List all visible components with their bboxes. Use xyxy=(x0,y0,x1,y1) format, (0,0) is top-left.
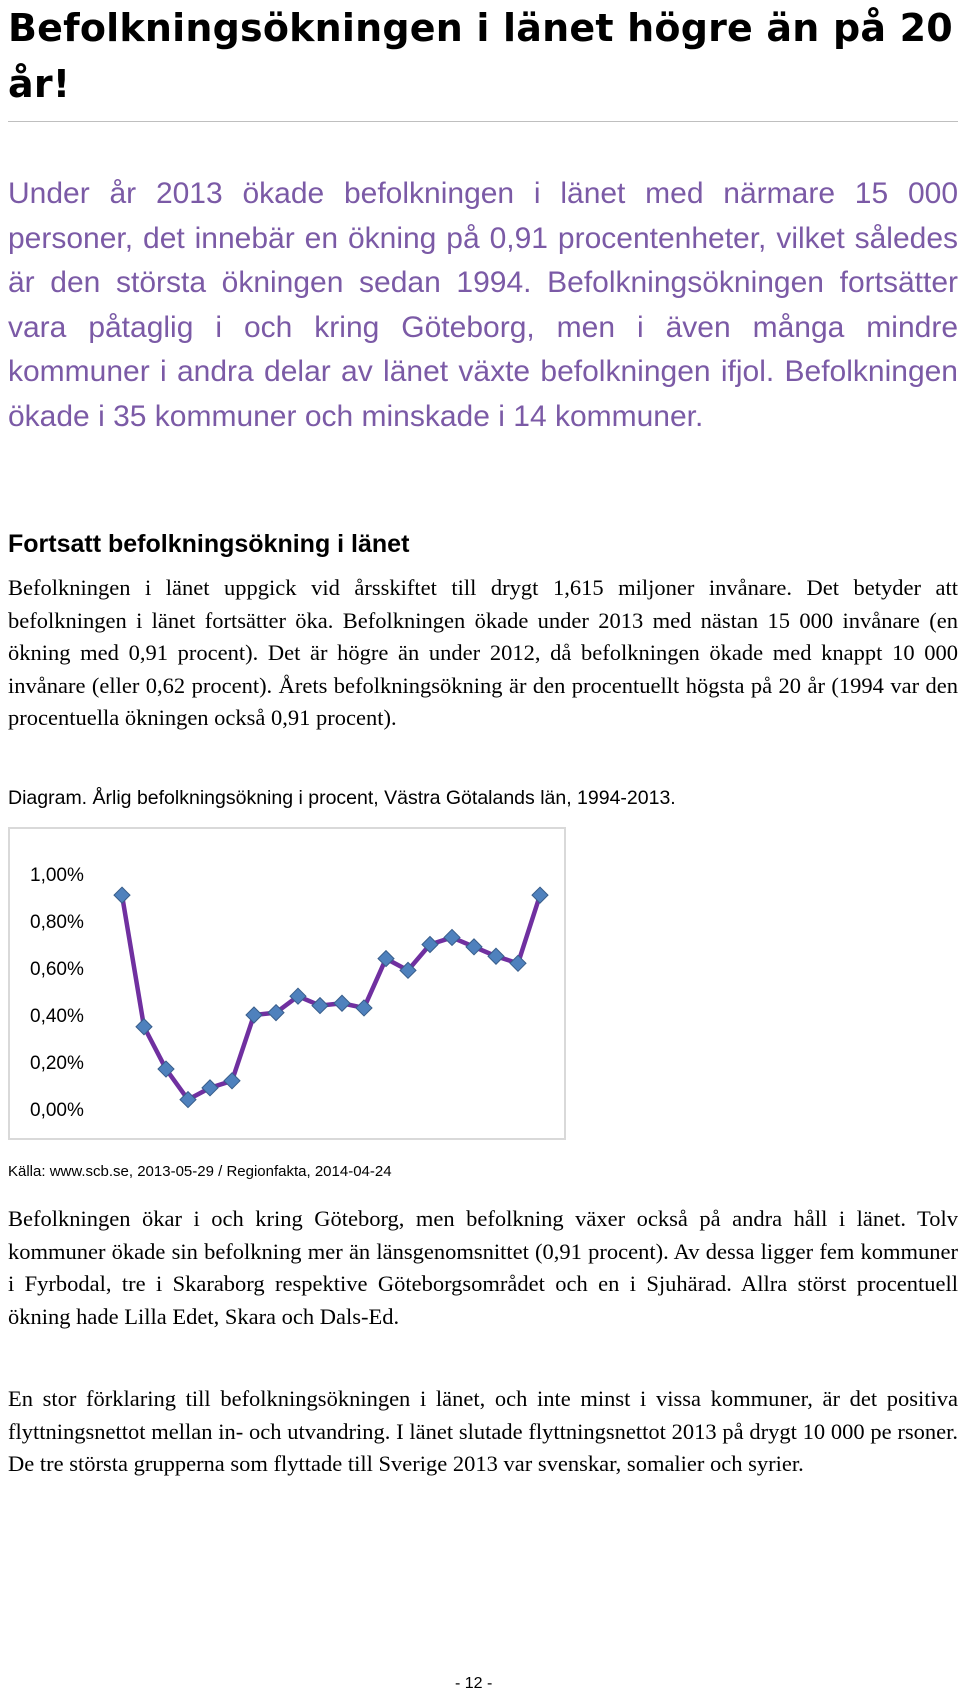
chart-source: Källa: www.scb.se, 2013-05-29 / Regionfa… xyxy=(8,1163,392,1180)
data-point xyxy=(135,1018,153,1036)
body-paragraph-1: Befolkningen i länet uppgick vid årsskif… xyxy=(8,575,958,730)
y-axis-ticks: 1,00% 0,80% 0,60% 0,40% 0,20% 0,00% xyxy=(30,865,84,1121)
page-number: - 12 - xyxy=(455,1675,493,1692)
y-tick-label: 0,40% xyxy=(30,1006,84,1027)
y-tick-label: 1,00% xyxy=(30,865,84,886)
chart-svg: 1,00% 0,80% 0,60% 0,40% 0,20% 0,00% xyxy=(30,865,549,1121)
series-markers xyxy=(113,886,549,1109)
data-point xyxy=(267,1003,285,1022)
section-heading: Fortsatt befolkningsökning i länet xyxy=(8,530,410,558)
data-point xyxy=(355,999,373,1017)
data-point xyxy=(421,935,439,954)
data-point xyxy=(113,886,131,904)
data-point xyxy=(201,1079,219,1097)
data-point xyxy=(487,947,505,965)
chart-caption: Diagram. Årlig befolkningsökning i proce… xyxy=(8,787,676,809)
data-point xyxy=(531,886,549,904)
body-paragraph-3: En stor förklaring till befolkningsöknin… xyxy=(8,1386,958,1476)
data-point xyxy=(509,954,527,973)
data-point xyxy=(377,949,395,968)
series-line-group xyxy=(119,894,543,1102)
data-point xyxy=(311,996,329,1015)
data-point xyxy=(179,1090,197,1109)
lead-paragraph: Under år 2013 ökade befolkningen i länet… xyxy=(8,177,958,433)
data-point xyxy=(333,994,351,1012)
y-tick-label: 0,20% xyxy=(30,1053,84,1074)
y-tick-label: 0,00% xyxy=(30,1100,84,1121)
data-point xyxy=(245,1006,263,1024)
line-chart: 1,00% 0,80% 0,60% 0,40% 0,20% 0,00% xyxy=(8,827,566,1140)
data-point xyxy=(223,1072,241,1090)
data-point xyxy=(399,961,417,980)
data-point xyxy=(289,987,307,1005)
data-point xyxy=(443,928,461,947)
series-line xyxy=(119,894,543,1102)
y-tick-label: 0,60% xyxy=(30,959,84,980)
page-title: Befolkningsökningen i länet högre än på … xyxy=(8,6,953,106)
body-paragraph-2: Befolkningen ökar i och kring Göteborg, … xyxy=(8,1206,958,1329)
data-point xyxy=(465,938,483,956)
data-point xyxy=(157,1060,175,1078)
title-divider xyxy=(8,121,958,122)
y-tick-label: 0,80% xyxy=(30,912,84,933)
